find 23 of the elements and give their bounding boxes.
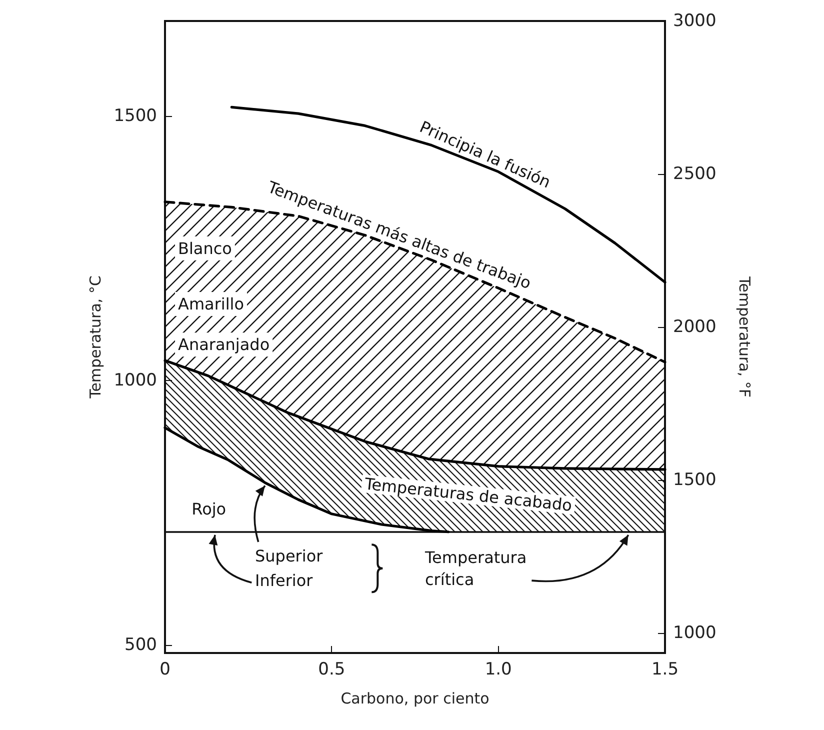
y-tick-label: 500 xyxy=(124,635,157,656)
x-tick-label: 1.5 xyxy=(651,660,679,680)
x-tick-label: 0.5 xyxy=(318,660,346,680)
y2-tick-label: 1000 xyxy=(673,623,716,644)
x-tick-label: 0 xyxy=(160,660,170,680)
y2-tick-label: 2500 xyxy=(673,164,716,184)
y2-tick-label: 2000 xyxy=(673,317,716,338)
annotation: Anaranjado xyxy=(178,335,270,354)
y2-tick-label: 1500 xyxy=(673,470,716,490)
x-axis-title: Carbono, por ciento xyxy=(340,690,490,708)
annotation: Inferior xyxy=(255,571,314,590)
text: Temperaturas de acabado xyxy=(362,474,573,515)
annotation: Temperatura crítica xyxy=(424,548,527,589)
annotation: Blanco xyxy=(178,238,232,258)
annotation: Rojo xyxy=(192,500,226,519)
y-tick-label: 1000 xyxy=(114,370,157,391)
y2-tick-label: 3000 xyxy=(673,11,716,31)
y-axis-title: Temperatura, °C xyxy=(86,276,104,400)
x-tick-label: 1.0 xyxy=(484,660,512,680)
annotation: Amarillo xyxy=(178,294,244,314)
annotation: Superior xyxy=(255,546,324,566)
y-tick-label: 1500 xyxy=(114,106,157,126)
y2-axis-title: Temperatura, °F xyxy=(736,276,754,398)
